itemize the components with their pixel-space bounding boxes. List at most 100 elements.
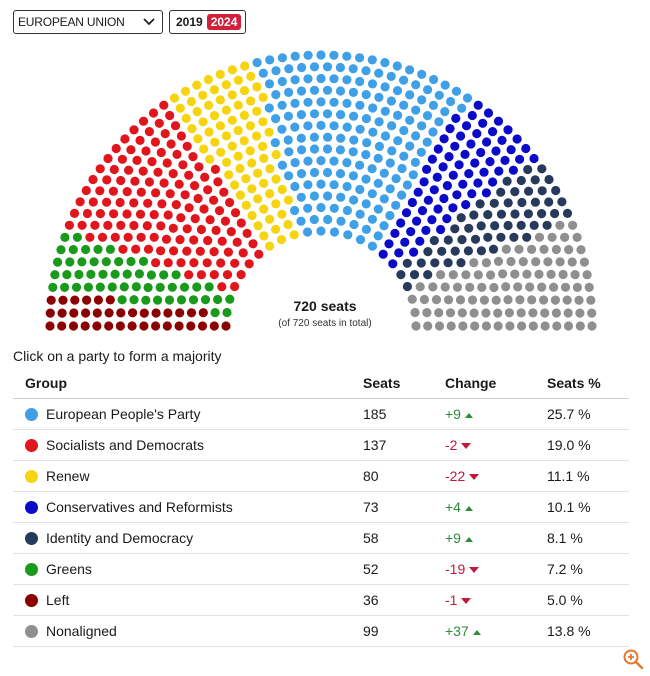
seat-dot [102,175,112,185]
seat-dot [309,85,320,95]
seat-dot [168,223,178,233]
seat-dot [456,213,466,223]
table-row[interactable]: European People's Party 185 +9 25.7 % [13,398,629,430]
seat-dot [176,295,187,305]
party-selector[interactable]: Nonaligned [25,623,363,639]
seat-dot [82,295,92,305]
seat-dot [213,177,223,187]
seat-dot [510,187,520,197]
seat-dot [494,166,504,176]
seat-dot [457,308,467,318]
table-row[interactable]: Nonaligned 99 +37 13.8 % [13,615,629,647]
seat-dot [582,270,592,280]
table-row[interactable]: Renew 80 -22 11.1 % [13,460,629,492]
seat-dot [205,215,215,225]
party-selector[interactable]: Left [25,592,363,608]
seat-dot [551,244,562,255]
party-seats: 80 [363,460,445,492]
seat-dot [493,321,503,331]
seat-dot [309,214,319,225]
seat-dot [488,177,498,187]
seat-dot [469,210,479,220]
seat-dot [433,144,443,154]
seat-dot [367,164,377,174]
seat-dot [355,100,365,110]
seat-dot [230,180,240,190]
seat-dot [515,295,525,305]
seat-dot [88,174,98,185]
seat-dot [355,160,365,170]
seat-dot [225,197,235,208]
seat-dot [446,96,456,107]
seat-dot [244,259,254,269]
year-option-2019[interactable]: 2019 [176,15,203,29]
seat-dot [445,124,455,134]
party-selector[interactable]: Socialists and Democrats [25,437,363,453]
seat-dot [134,269,144,279]
party-selector[interactable]: Identity and Democracy [25,530,363,546]
seat-dot [203,74,213,85]
seat-dot [336,192,346,202]
seat-dot [378,249,388,259]
seat-dot [329,74,339,84]
seat-dot [179,282,190,292]
seat-dot [151,188,161,198]
seat-dot [290,158,300,168]
region-select[interactable]: EUROPEAN UNION [13,10,163,34]
seat-dot [497,135,507,145]
table-row[interactable]: Identity and Democracy 58 +9 8.1 % [13,522,629,554]
seat-dot [506,256,516,267]
seat-dot [518,257,528,267]
seat-dot [473,270,483,280]
seat-dot [265,241,275,251]
seat-dot [144,177,154,187]
party-selector[interactable]: Greens [25,561,363,577]
seat-dot [209,321,219,331]
table-row[interactable]: Left 36 -1 5.0 % [13,584,629,616]
seat-dot [448,270,458,280]
seat-dot [197,321,208,331]
party-selector[interactable]: European People's Party [25,406,363,422]
seat-dot [204,127,214,137]
seat-dot [411,321,421,331]
seat-dot [544,174,554,185]
seat-dot [539,244,549,254]
seat-dot [80,321,90,331]
seat-dot [184,270,194,280]
party-selector[interactable]: Renew [25,468,363,484]
seat-dot [303,180,313,190]
seat-dot [423,195,433,205]
seat-dot [53,257,63,267]
seat-dot [122,209,132,219]
seat-dot [385,210,395,221]
seat-dot [265,164,275,174]
seat-dot [290,181,300,192]
table-row[interactable]: Socialists and Democrats 137 -2 19.0 % [13,429,629,461]
seat-change: -1 [445,592,458,608]
seat-dot [151,321,161,331]
party-selector[interactable]: Conservatives and Reformists [25,499,363,515]
seat-dot [405,115,415,125]
seat-dot [297,145,307,155]
zoom-in-icon[interactable] [622,648,644,670]
seat-dot [503,198,513,208]
seat-dot [501,282,511,292]
seat-dot [355,124,365,134]
seat-change: +9 [445,406,461,422]
seat-dot [470,234,481,244]
seat-dot [75,197,85,207]
seat-dot [284,147,294,157]
seat-dot [411,80,421,90]
seat-dot [534,269,544,279]
seat-dot [105,244,115,254]
seat-dot [490,221,500,231]
seat-dot [467,295,478,305]
table-row[interactable]: Greens 52 -19 7.2 % [13,553,629,585]
year-option-2024[interactable]: 2024 [206,14,242,30]
seat-dot [417,95,427,105]
party-color-dot [25,624,38,638]
seat-dot [396,270,406,280]
party-color-dot [25,531,38,545]
seat-change: +4 [445,499,461,515]
table-row[interactable]: Conservatives and Reformists 73 +4 10.1 % [13,491,629,523]
